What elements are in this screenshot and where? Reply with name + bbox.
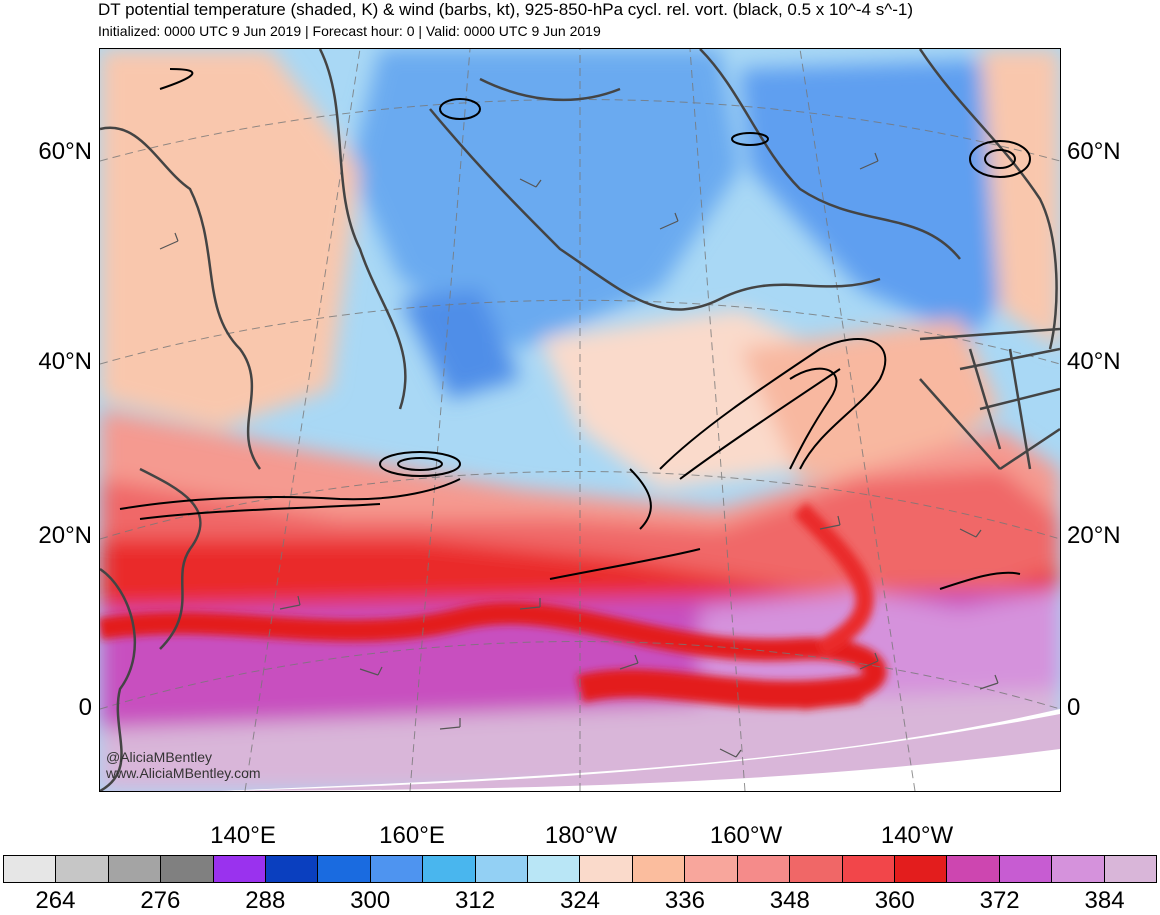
colorbar-swatch	[1104, 856, 1156, 882]
map-panel: @AliciaMBentley www.AliciaMBentley.com	[99, 48, 1061, 792]
lon-label-140w: 140°W	[880, 822, 954, 849]
lon-label-160e: 160°E	[379, 822, 445, 849]
domain-edge-inner	[100, 714, 1060, 791]
colorbar-swatch	[737, 856, 791, 882]
colorbar-tick-label: 360	[874, 887, 915, 914]
lon-label-140e: 140°E	[210, 822, 276, 849]
lat-label-eq-right: 0	[1067, 694, 1081, 721]
colorbar-tick-label: 324	[559, 887, 601, 914]
colorbar-tick-label: 312	[455, 887, 496, 914]
colorbar-swatch	[790, 856, 843, 882]
lat-label-eq-left: 0	[78, 694, 92, 721]
colorbar-swatch	[475, 856, 529, 882]
lon-label-160w: 160°W	[709, 822, 783, 849]
map-title: DT potential temperature (shaded, K) & w…	[98, 0, 913, 19]
colorbar-swatch	[56, 856, 109, 882]
colorbar-tick-label: 276	[140, 887, 181, 914]
colorbar-tick-label: 372	[979, 887, 1020, 914]
colorbar-swatch	[947, 856, 1000, 882]
lon-label-180w: 180°W	[544, 822, 618, 849]
colorbar-swatch	[370, 856, 424, 882]
colorbar-swatch	[999, 856, 1053, 882]
colorbar-swatch	[318, 856, 371, 882]
colorbar-swatch	[894, 856, 948, 882]
lat-label-60n-right: 60°N	[1067, 138, 1121, 165]
lat-label-40n-left: 40°N	[38, 348, 92, 375]
colorbar-swatch	[108, 856, 162, 882]
watermark-handle: @AliciaMBentley	[106, 749, 213, 765]
lat-label-20n-left: 20°N	[38, 522, 92, 549]
colorbar-swatch	[1052, 856, 1105, 882]
colorbar-tick-label: 348	[769, 887, 810, 914]
watermark-url: www.AliciaMBentley.com	[106, 765, 261, 781]
lat-label-60n-left: 60°N	[38, 138, 92, 165]
colorbar-tick-label: 384	[1084, 887, 1125, 914]
colorbar-swatch	[685, 856, 738, 882]
colorbar-swatch	[580, 856, 633, 882]
wind-barbs	[159, 152, 999, 758]
vorticity-contours	[119, 68, 1031, 590]
colorbar-swatch	[213, 856, 267, 882]
colorbar-swatch	[266, 856, 319, 882]
colorbar-swatch	[842, 856, 895, 882]
lat-label-20n-right: 20°N	[1067, 522, 1121, 549]
colorbar-swatch	[632, 856, 686, 882]
map-subtitle: Initialized: 0000 UTC 9 Jun 2019 | Forec…	[98, 23, 601, 39]
lat-label-40n-right: 40°N	[1067, 348, 1121, 375]
colorbar-swatch	[528, 856, 581, 882]
colorbar-tick-label: 288	[245, 887, 286, 914]
colorbar-tick-label: 264	[35, 887, 76, 914]
map-field-svg	[100, 49, 1060, 791]
colorbar-swatch	[423, 856, 476, 882]
colorbar-swatch	[161, 856, 214, 882]
colorbar-tick-label: 300	[350, 887, 391, 914]
coastlines	[100, 49, 1060, 791]
colorbar-tick-label: 336	[664, 887, 705, 914]
colorbar	[3, 855, 1157, 883]
colorbar-swatch	[4, 856, 57, 882]
